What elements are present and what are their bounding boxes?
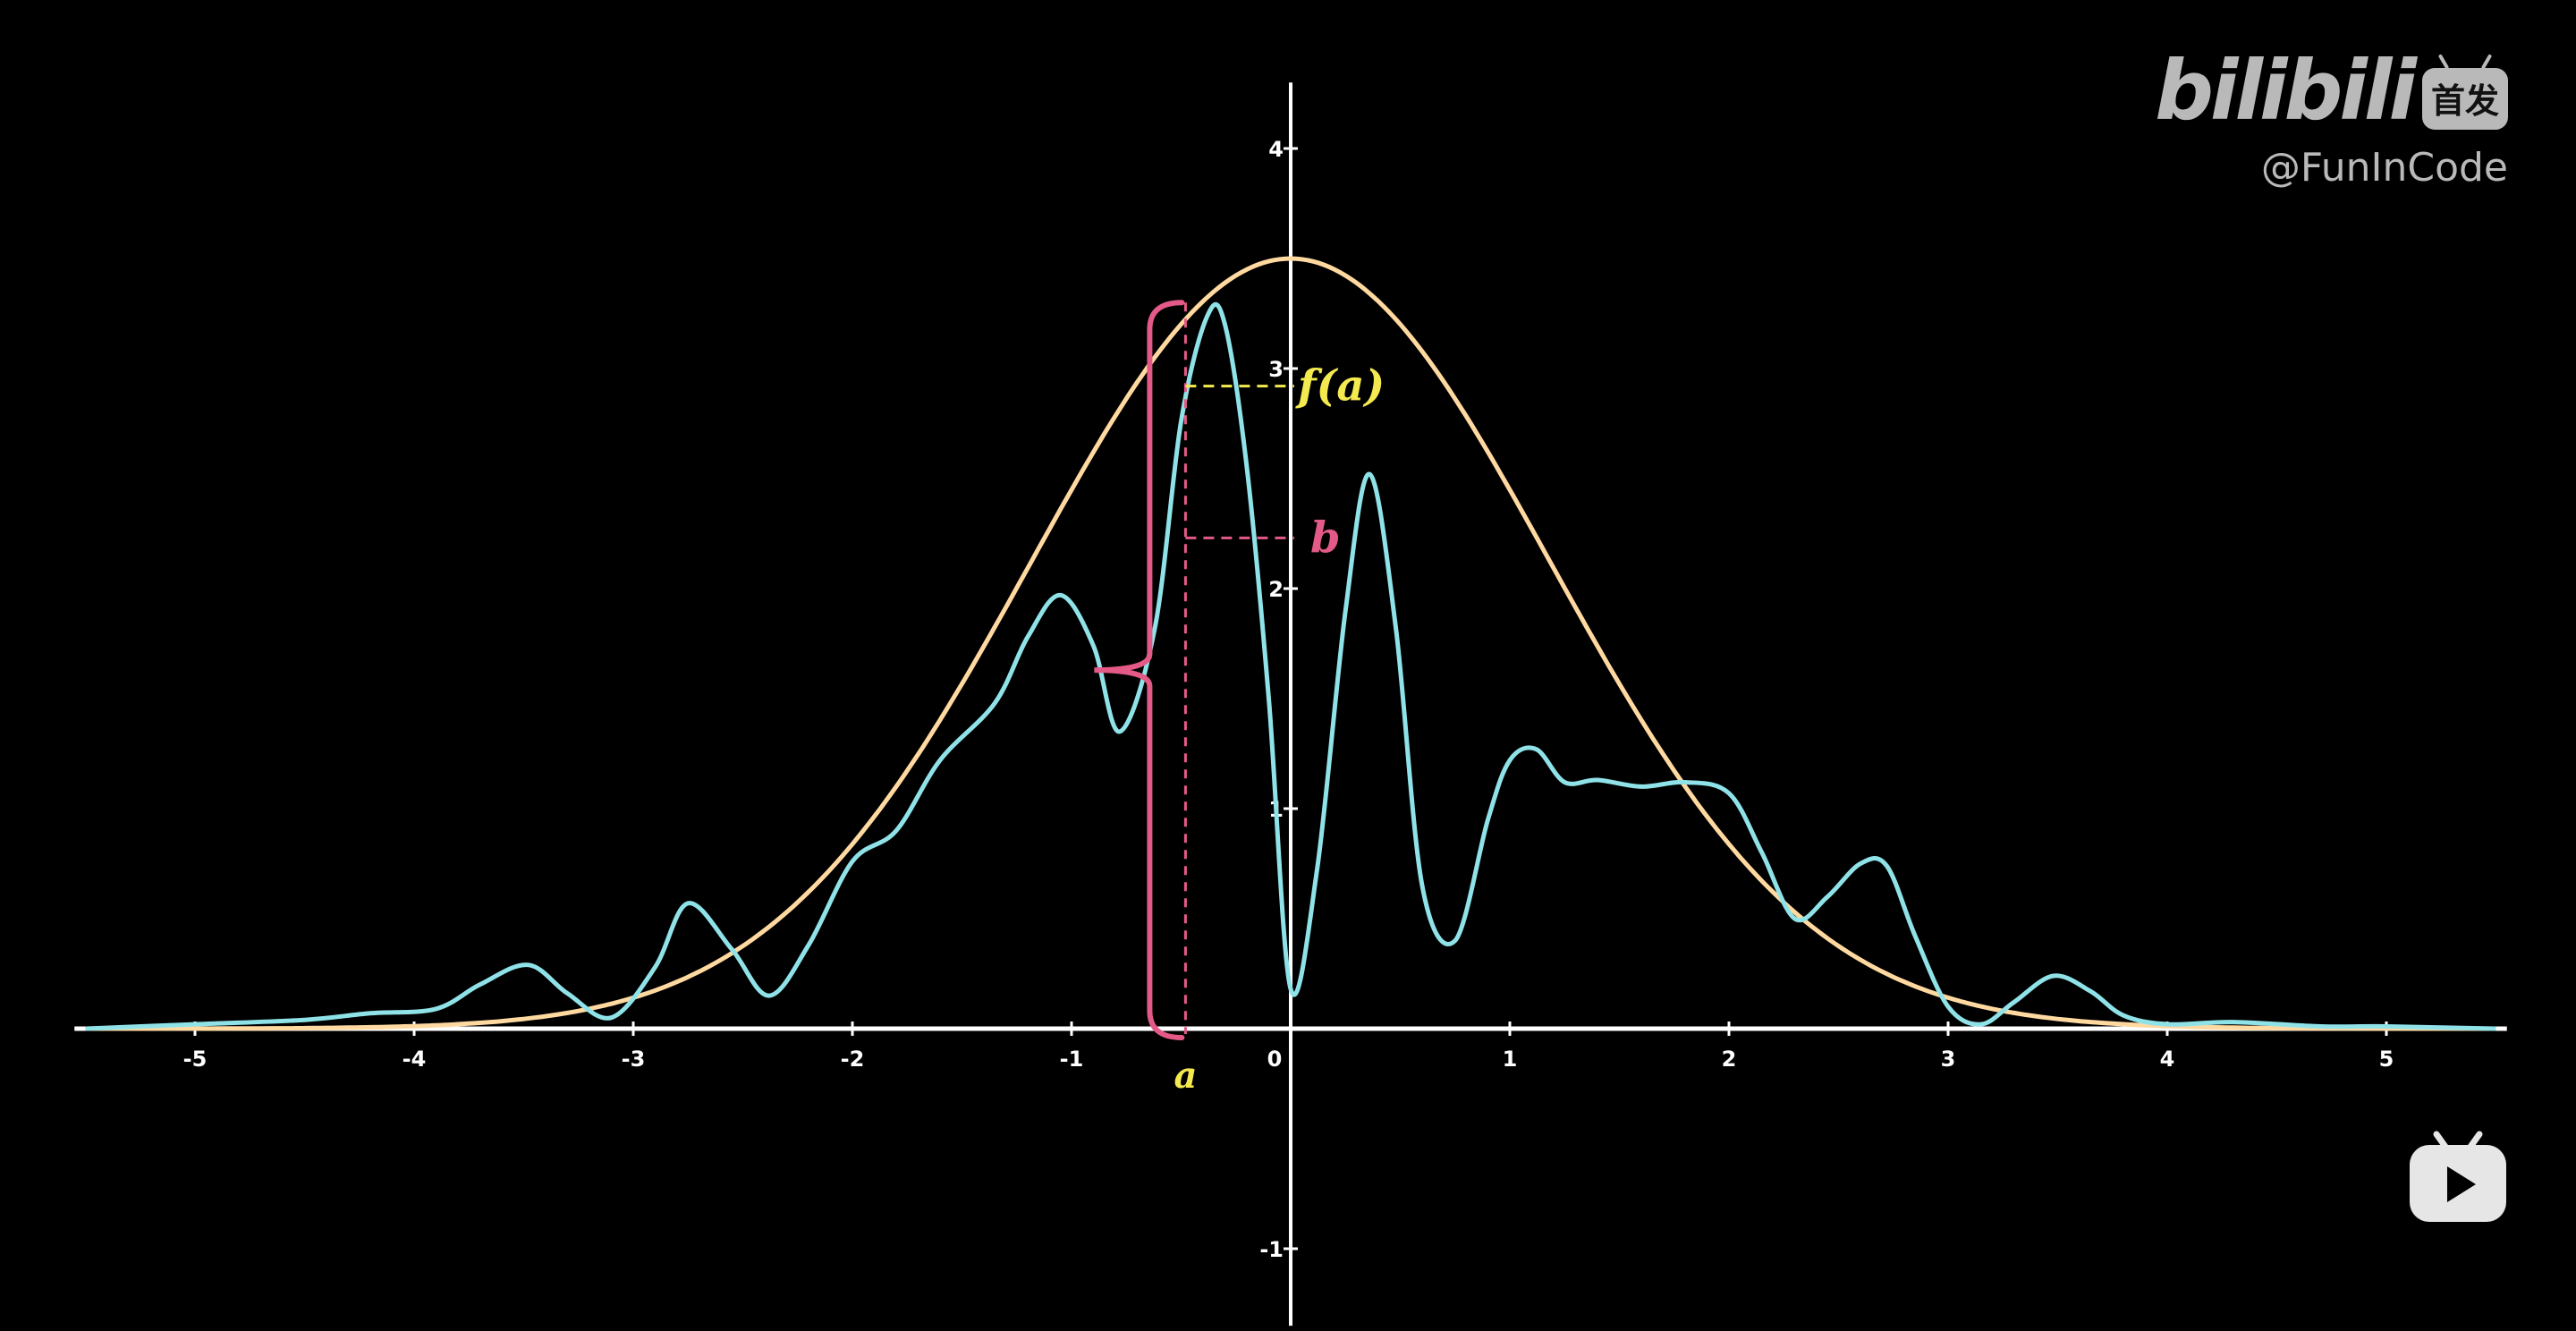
range-brace [1094,300,1185,1040]
x-tick-label: 0 [1267,1047,1283,1072]
bilibili-logo: bilibili [2155,43,2417,139]
series-group [85,256,2496,1031]
x-tick-label: -1 [1060,1047,1084,1072]
x-tick-label: 5 [2379,1047,2394,1072]
fa-label: f(a) [1295,361,1385,411]
a-label: a [1174,1055,1197,1097]
first-release-badge: 首发 [2421,68,2508,130]
x-tick-label: -4 [402,1047,427,1072]
x-tick-label: -5 [183,1047,208,1072]
b-label: b [1310,513,1341,563]
x-tick-label: 2 [1722,1047,1737,1072]
y-tick-label: 2 [1268,577,1284,602]
x-tick-label: -3 [622,1047,646,1072]
play-icon[interactable] [2408,1129,2508,1224]
x-tick-label: 4 [2160,1047,2175,1072]
x-tick-label: 1 [1503,1047,1518,1072]
target-curve [85,302,2496,1031]
y-tick-label: -1 [1259,1237,1284,1262]
annotations: f(a) b a [1094,300,1385,1097]
author-handle: @FunInCode [2260,145,2508,191]
axes [74,82,2507,1327]
x-tick-label: 3 [1941,1047,1956,1072]
watermark: bilibili 首发 @FunInCode [2155,50,2508,191]
x-tick-label: -2 [841,1047,865,1072]
y-tick-label: 3 [1268,357,1284,382]
y-tick-label: 4 [1268,137,1284,162]
envelope-curve [85,256,2496,1031]
